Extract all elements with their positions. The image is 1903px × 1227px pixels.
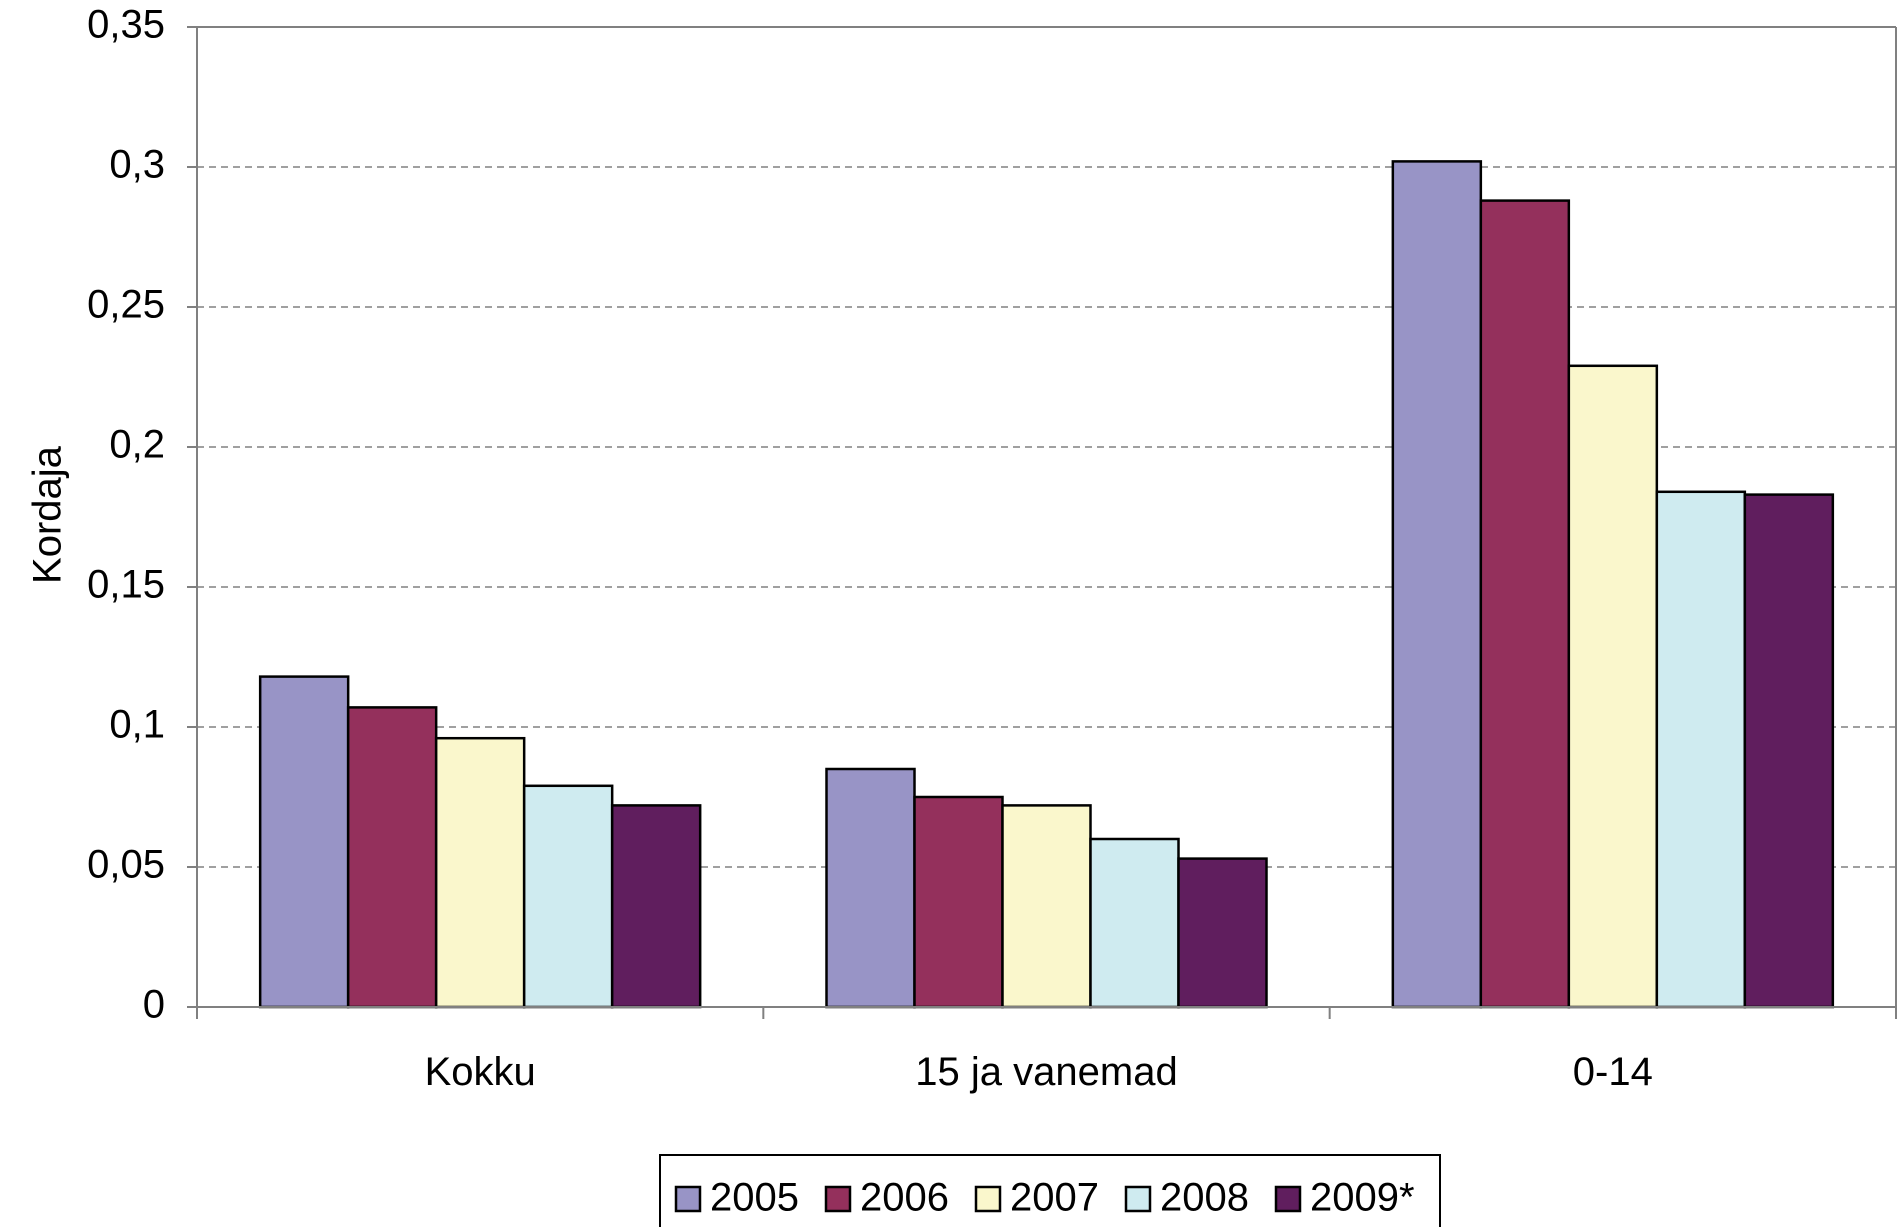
bar-2009-0 — [610, 804, 702, 1009]
y-tick-label: 0 — [143, 983, 165, 1027]
axes — [187, 26, 1897, 1019]
legend-swatch — [1274, 1185, 1302, 1213]
bar-2005-2 — [1391, 160, 1483, 1009]
y-tick-label: 0,15 — [87, 563, 165, 607]
y-tick-label: 0,05 — [87, 843, 165, 887]
legend-swatch — [674, 1185, 702, 1213]
legend-label: 2009* — [1310, 1176, 1415, 1220]
x-tick-label: 15 ja vanemad — [915, 1050, 1177, 1094]
bar-2007-2 — [1567, 364, 1659, 1009]
bar-2006-1 — [913, 795, 1004, 1009]
legend-label: 2008 — [1160, 1176, 1249, 1220]
legend-label: 2006 — [860, 1176, 949, 1220]
y-tick-label: 0,1 — [109, 703, 165, 747]
bar-2005-0 — [258, 675, 350, 1009]
bar-2006-0 — [346, 706, 438, 1009]
bar-2008-0 — [522, 784, 614, 1009]
bar-2006-2 — [1479, 199, 1571, 1009]
y-tick-label: 0,3 — [109, 143, 165, 187]
x-tick-labels: Kokku 15 ja vanemad 0-14 — [425, 1050, 1653, 1094]
y-tick-label: 0,25 — [87, 283, 165, 327]
bar-2009-2 — [1743, 493, 1835, 1009]
x-tick-label: 0-14 — [1573, 1050, 1653, 1094]
legend-label: 2007 — [1010, 1176, 1099, 1220]
bar-2007-1 — [1001, 804, 1092, 1009]
bar-2008-2 — [1655, 490, 1747, 1009]
y-tick-labels: 0 0,05 0,1 0,15 0,2 0,25 0,3 0,35 — [87, 3, 165, 1027]
legend-box — [659, 1154, 1441, 1227]
y-tick-label: 0,35 — [87, 3, 165, 47]
legend-swatch — [1124, 1185, 1152, 1213]
legend: 2005 2006 2007 2008 2009* — [659, 1154, 1441, 1227]
bar-2008-1 — [1089, 837, 1180, 1009]
y-axis-label: Kordaja — [26, 445, 70, 584]
bar-2009-1 — [1177, 857, 1268, 1009]
bar-2007-0 — [434, 736, 526, 1009]
legend-label: 2005 — [710, 1176, 799, 1220]
x-tick-label: Kokku — [425, 1050, 536, 1094]
legend-swatch — [824, 1185, 852, 1213]
bar-2005-1 — [825, 767, 916, 1009]
bars — [258, 160, 1835, 1009]
y-tick-label: 0,2 — [109, 423, 165, 467]
legend-swatch — [974, 1185, 1002, 1213]
